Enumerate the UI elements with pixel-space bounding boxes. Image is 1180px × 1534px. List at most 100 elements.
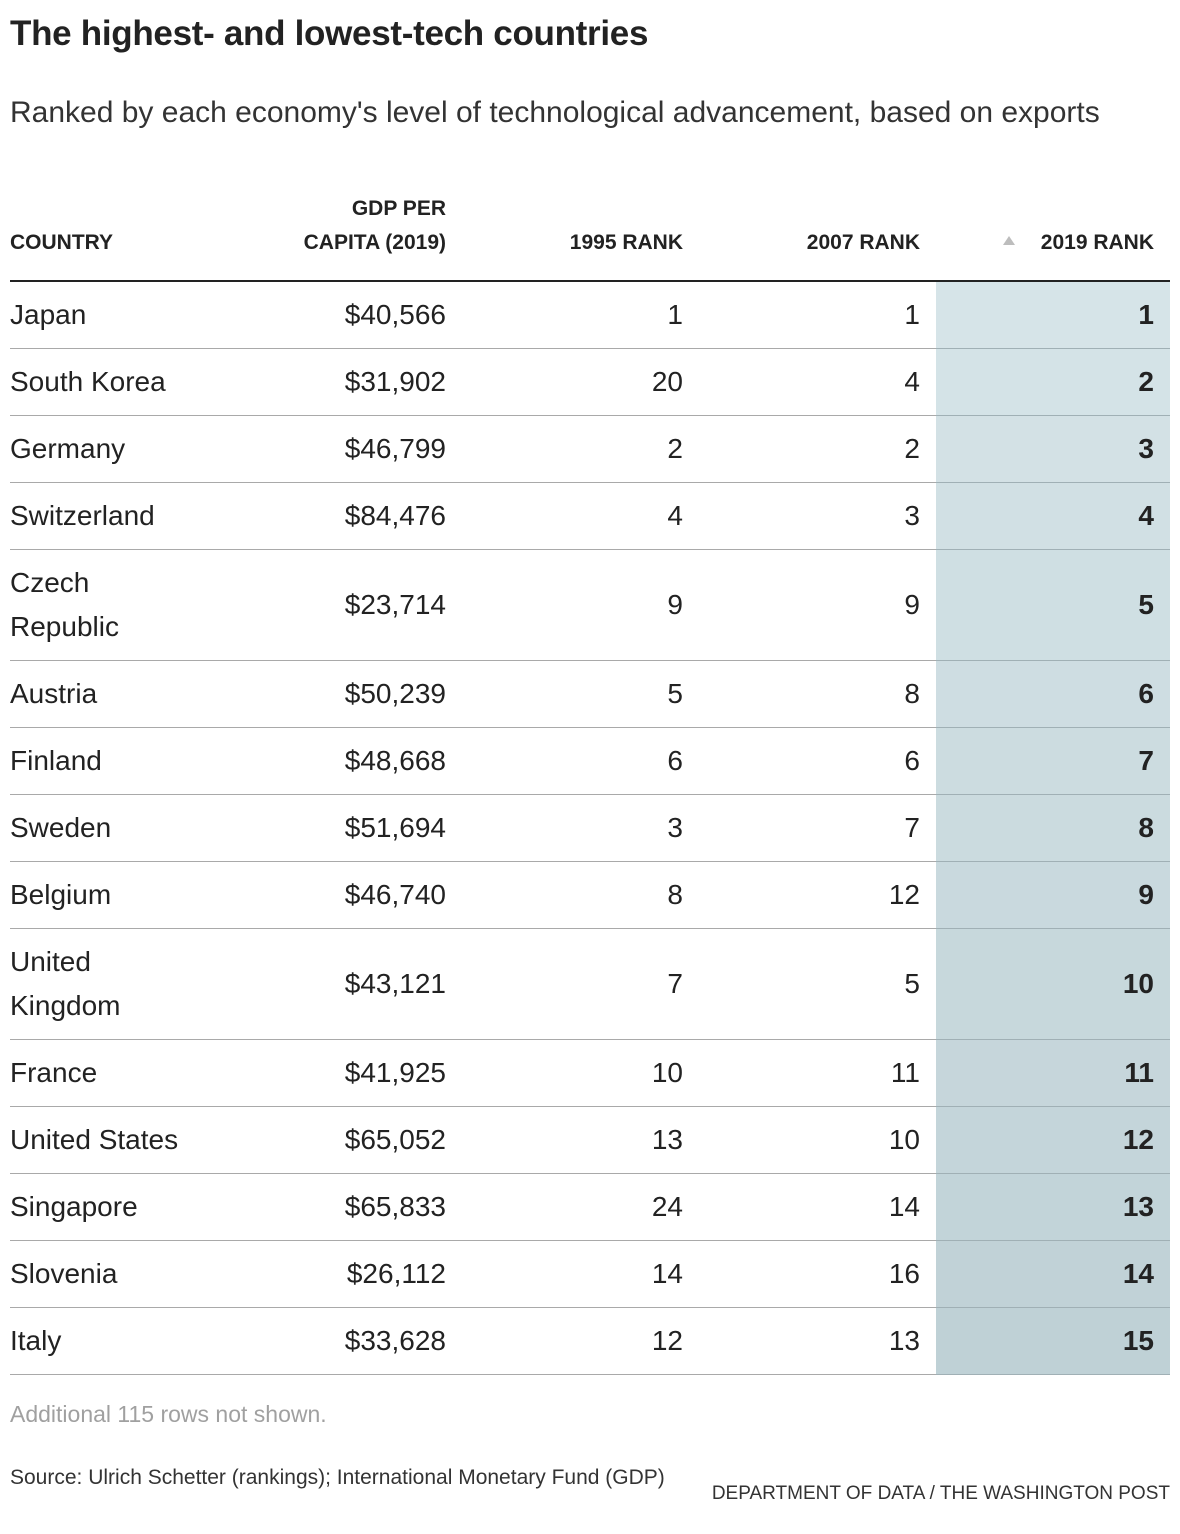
column-header-1995-rank[interactable]: 1995 RANK — [462, 192, 699, 282]
cell-2007-rank: 7 — [699, 794, 936, 862]
chart-title: The highest- and lowest-tech countries — [10, 14, 649, 53]
table-row: Czech Republic $23,714 9 9 5 — [10, 549, 1170, 661]
cell-gdp: $46,740 — [200, 861, 462, 929]
cell-country: Sweden — [10, 794, 200, 862]
cell-2019-rank: 9 — [936, 861, 1170, 929]
cell-2019-rank: 11 — [936, 1039, 1170, 1107]
cell-1995-rank: 14 — [462, 1240, 699, 1308]
cell-gdp: $65,833 — [200, 1173, 462, 1241]
table-row: United Kingdom $43,121 7 5 10 — [10, 928, 1170, 1040]
cell-2019-rank: 3 — [936, 415, 1170, 483]
table-row: Germany $46,799 2 2 3 — [10, 415, 1170, 483]
column-header-2007-rank[interactable]: 2007 RANK — [699, 192, 936, 282]
cell-1995-rank: 6 — [462, 727, 699, 795]
cell-gdp: $84,476 — [200, 482, 462, 550]
table-row: Sweden $51,694 3 7 8 — [10, 794, 1170, 862]
cell-2007-rank: 12 — [699, 861, 936, 929]
cell-2019-rank: 1 — [936, 281, 1170, 349]
cell-2007-rank: 16 — [699, 1240, 936, 1308]
cell-1995-rank: 12 — [462, 1307, 699, 1375]
cell-country: France — [10, 1039, 200, 1107]
cell-1995-rank: 4 — [462, 482, 699, 550]
cell-2007-rank: 6 — [699, 727, 936, 795]
cell-2007-rank: 8 — [699, 660, 936, 728]
table-row: Singapore $65,833 24 14 13 — [10, 1173, 1170, 1241]
cell-country: Italy — [10, 1307, 200, 1375]
cell-gdp: $50,239 — [200, 660, 462, 728]
footer: Source: Ulrich Schetter (rankings); Inte… — [10, 1463, 1170, 1533]
cell-country: United States — [10, 1106, 200, 1174]
cell-2007-rank: 14 — [699, 1173, 936, 1241]
table-row: Italy $33,628 12 13 15 — [10, 1307, 1170, 1375]
cell-2019-rank: 6 — [936, 660, 1170, 728]
cell-1995-rank: 8 — [462, 861, 699, 929]
table-row: Austria $50,239 5 8 6 — [10, 660, 1170, 728]
rank-table: COUNTRY GDP PER CAPITA (2019) 1995 RANK 2… — [10, 192, 1170, 1375]
column-header-2019-rank[interactable]: 2019 RANK — [936, 192, 1170, 282]
cell-2019-rank: 5 — [936, 549, 1170, 661]
cell-gdp: $33,628 — [200, 1307, 462, 1375]
cell-2019-rank: 2 — [936, 348, 1170, 416]
cell-gdp: $23,714 — [200, 549, 462, 661]
cell-1995-rank: 9 — [462, 549, 699, 661]
credit-line: DEPARTMENT OF DATA / THE WASHINGTON POST — [711, 1483, 1170, 1504]
cell-1995-rank: 2 — [462, 415, 699, 483]
cell-2007-rank: 3 — [699, 482, 936, 550]
cell-country: Slovenia — [10, 1240, 200, 1308]
cell-2007-rank: 11 — [699, 1039, 936, 1107]
cell-2019-rank: 4 — [936, 482, 1170, 550]
cell-1995-rank: 13 — [462, 1106, 699, 1174]
table-row: Finland $48,668 6 6 7 — [10, 727, 1170, 795]
cell-2019-rank: 7 — [936, 727, 1170, 795]
cell-2019-rank: 14 — [936, 1240, 1170, 1308]
cell-country: Switzerland — [10, 482, 200, 550]
table-row: Slovenia $26,112 14 16 14 — [10, 1240, 1170, 1308]
cell-2007-rank: 9 — [699, 549, 936, 661]
table-row: South Korea $31,902 20 4 2 — [10, 348, 1170, 416]
cell-2007-rank: 1 — [699, 281, 936, 349]
cell-country: Austria — [10, 660, 200, 728]
cell-2007-rank: 2 — [699, 415, 936, 483]
cell-gdp: $41,925 — [200, 1039, 462, 1107]
table-header-row: COUNTRY GDP PER CAPITA (2019) 1995 RANK 2… — [10, 192, 1170, 282]
cell-country: Japan — [10, 281, 200, 349]
column-header-gdp[interactable]: GDP PER CAPITA (2019) — [200, 192, 462, 282]
cell-gdp: $65,052 — [200, 1106, 462, 1174]
cell-country: Germany — [10, 415, 200, 483]
table-row: United States $65,052 13 10 12 — [10, 1106, 1170, 1174]
table-row: Japan $40,566 1 1 1 — [10, 281, 1170, 349]
cell-gdp: $43,121 — [200, 928, 462, 1040]
cell-2007-rank: 5 — [699, 928, 936, 1040]
table-row: Belgium $46,740 8 12 9 — [10, 861, 1170, 929]
cell-1995-rank: 7 — [462, 928, 699, 1040]
cell-2019-rank: 12 — [936, 1106, 1170, 1174]
cell-country: Singapore — [10, 1173, 200, 1241]
cell-2007-rank: 13 — [699, 1307, 936, 1375]
sort-ascending-icon — [1002, 235, 1015, 245]
cell-country: Belgium — [10, 861, 200, 929]
cell-gdp: $40,566 — [200, 281, 462, 349]
table-row: Switzerland $84,476 4 3 4 — [10, 482, 1170, 550]
cell-gdp: $46,799 — [200, 415, 462, 483]
cell-gdp: $51,694 — [200, 794, 462, 862]
cell-gdp: $31,902 — [200, 348, 462, 416]
source-note: Source: Ulrich Schetter (rankings); Inte… — [10, 1466, 665, 1489]
cell-gdp: $48,668 — [200, 727, 462, 795]
cell-1995-rank: 1 — [462, 281, 699, 349]
cell-country: United Kingdom — [10, 928, 200, 1040]
cell-1995-rank: 5 — [462, 660, 699, 728]
cell-2019-rank: 10 — [936, 928, 1170, 1040]
cell-1995-rank: 24 — [462, 1173, 699, 1241]
cell-2019-rank: 13 — [936, 1173, 1170, 1241]
column-header-country[interactable]: COUNTRY — [10, 192, 200, 282]
cell-country: South Korea — [10, 348, 200, 416]
chart-subtitle: Ranked by each economy's level of techno… — [10, 96, 1100, 129]
cell-1995-rank: 20 — [462, 348, 699, 416]
cell-2019-rank: 8 — [936, 794, 1170, 862]
rows-not-shown-note: Additional 115 rows not shown. — [10, 1401, 327, 1427]
cell-gdp: $26,112 — [200, 1240, 462, 1308]
cell-1995-rank: 10 — [462, 1039, 699, 1107]
table-row: France $41,925 10 11 11 — [10, 1039, 1170, 1107]
cell-2019-rank: 15 — [936, 1307, 1170, 1375]
cell-country: Czech Republic — [10, 549, 200, 661]
